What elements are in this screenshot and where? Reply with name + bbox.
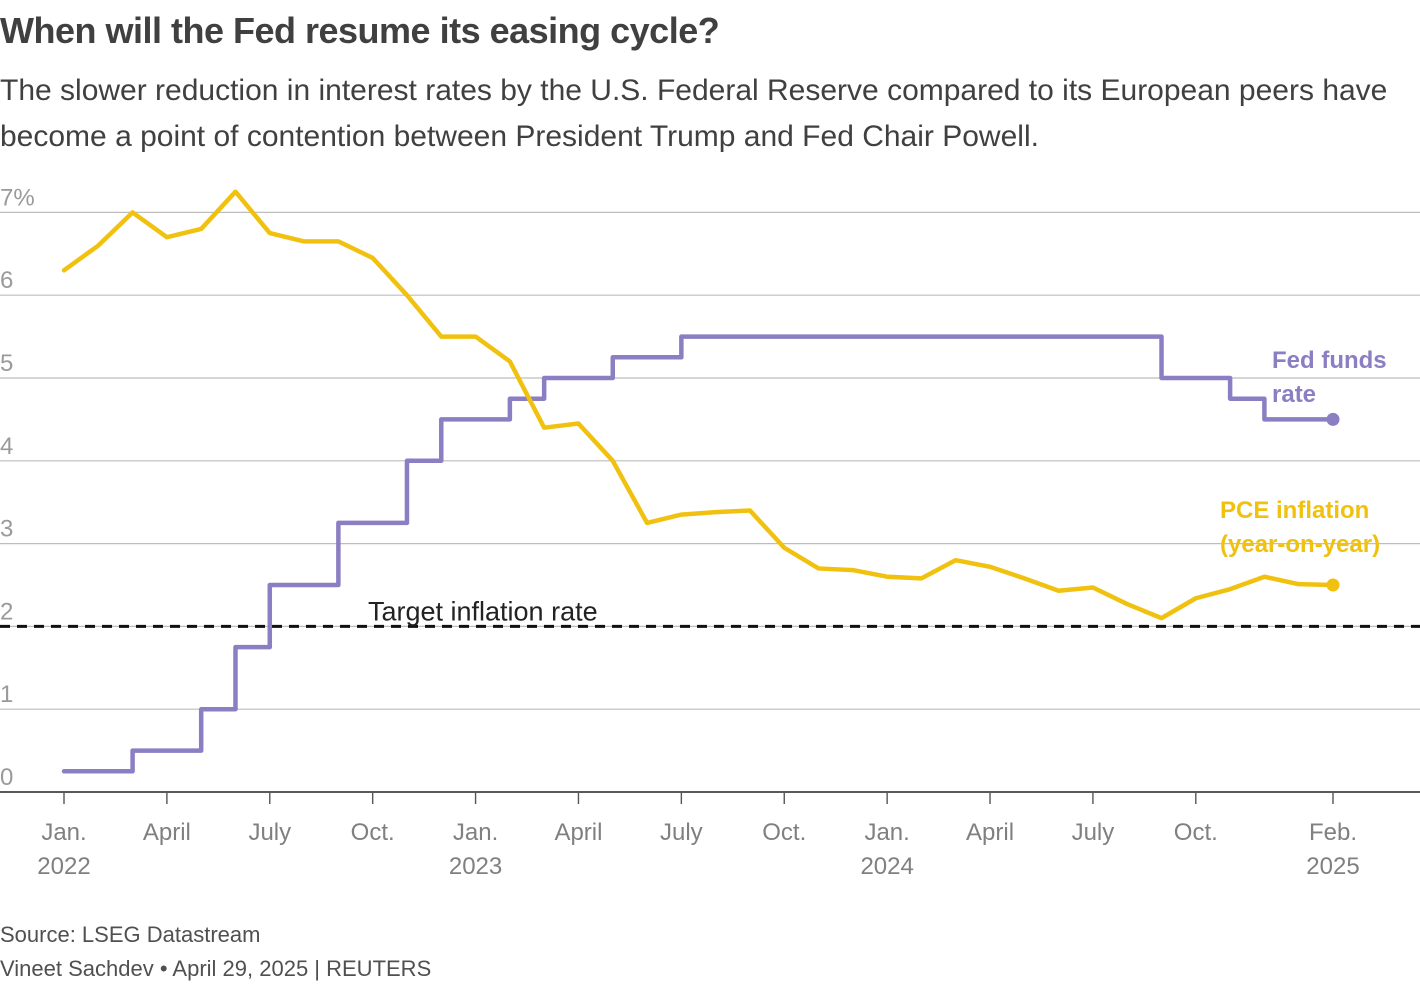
x-tick-label: Feb.	[1309, 819, 1357, 846]
chart-subtitle: The slower reduction in interest rates b…	[0, 74, 1388, 153]
chart-title: When will the Fed resume its easing cycl…	[0, 10, 720, 51]
pce-inflation-label: (year-on-year)	[1220, 531, 1380, 558]
byline: Vineet Sachdev • April 29, 2025 | REUTER…	[0, 956, 432, 981]
x-tick-label: Oct.	[762, 819, 806, 846]
y-tick-label-7: 7%	[0, 184, 35, 211]
y-tick-label-5: 5	[0, 350, 13, 377]
x-tick-label: Jan.	[453, 819, 498, 846]
target-inflation-label: Target inflation rate	[368, 596, 598, 626]
x-tick-year: 2022	[37, 853, 90, 880]
x-tick-year: 2023	[449, 853, 502, 880]
x-tick-label: April	[554, 819, 602, 846]
x-tick-year: 2024	[860, 853, 913, 880]
x-tick-label: April	[966, 819, 1014, 846]
x-tick-label: July	[248, 819, 291, 846]
fed-funds-end-point	[1326, 412, 1340, 426]
pce-inflation-line	[61, 189, 1336, 621]
chart: 0 1 2 3 4 5 6 7% Jan. 2022 April July Oct. Jan. 2023 Ap…	[0, 184, 1420, 880]
fed-funds-label: rate	[1272, 381, 1316, 408]
x-tick-label: July	[660, 819, 703, 846]
x-tick-label: Oct.	[1174, 819, 1218, 846]
y-tick-label-3: 3	[0, 516, 13, 543]
y-tick-label-4: 4	[0, 433, 13, 460]
source-note: Source: LSEG Datastream	[0, 922, 261, 947]
x-tick-label: Jan.	[864, 819, 909, 846]
x-tick-label: April	[143, 819, 191, 846]
x-tick-label: Oct.	[351, 819, 395, 846]
y-tick-label-6: 6	[0, 267, 13, 294]
fed-funds-line	[61, 334, 1336, 774]
y-tick-label-2: 2	[0, 598, 13, 625]
y-tick-label-1: 1	[0, 681, 13, 708]
pce-inflation-end-point	[1326, 578, 1340, 592]
x-tick-label: Jan.	[41, 819, 86, 846]
fed-funds-label: Fed funds	[1272, 347, 1387, 374]
x-tick-label: July	[1072, 819, 1115, 846]
x-tick-year: 2025	[1306, 853, 1359, 880]
y-tick-label-0: 0	[0, 764, 13, 791]
pce-inflation-label: PCE inflation	[1220, 497, 1369, 524]
